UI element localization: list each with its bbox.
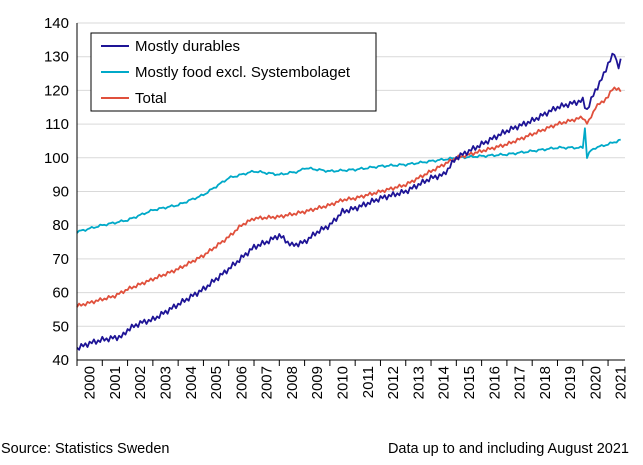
x-tick-label-2011: 2011 [360, 366, 377, 398]
axes [76, 23, 625, 366]
series-line-total [76, 86, 622, 308]
x-axis-tick-labels: 2000 2001 2002 2003 2004 2005 2006 2007 2008 2009… [82, 366, 630, 399]
x-tick-label-2016: 2016 [486, 366, 503, 399]
x-tick-label-2003: 2003 [158, 366, 175, 399]
legend-label-total: Total [135, 90, 167, 107]
x-tick-label-2009: 2009 [309, 366, 326, 399]
x-tick-label-2018: 2018 [537, 366, 554, 399]
series-line-mostly-durables [76, 52, 622, 351]
x-tick-label-2010: 2010 [335, 366, 352, 399]
y-tick-label-140: 140 [44, 15, 69, 32]
x-tick-label-2017: 2017 [512, 366, 529, 399]
y-tick-label-110: 110 [45, 116, 69, 133]
x-tick-label-2015: 2015 [461, 366, 478, 399]
y-tick-label-90: 90 [52, 184, 69, 201]
x-tick-label-2013: 2013 [410, 366, 427, 399]
y-tick-label-100: 100 [44, 150, 69, 167]
x-tick-label-2000: 2000 [82, 366, 99, 399]
line-chart: 40 50 60 70 80 90 100 110 120 130 140 2000 2001 2002… [44, 15, 630, 399]
x-tick-label-2004: 2004 [183, 366, 200, 399]
x-tick-label-2012: 2012 [385, 366, 402, 399]
y-tick-label-130: 130 [44, 49, 69, 66]
y-tick-label-120: 120 [44, 82, 69, 99]
source-note: Source: Statistics Sweden [1, 441, 170, 457]
x-tick-label-2020: 2020 [587, 366, 604, 399]
legend-label-mostly-food: Mostly food excl. Systembolaget [135, 64, 351, 81]
series-layer [76, 52, 622, 351]
x-tick-label-2014: 2014 [436, 366, 453, 399]
x-tick-label-2007: 2007 [259, 366, 276, 399]
series-line-mostly-food-excl-systembolaget [76, 127, 621, 234]
data-coverage-note: Data up to and including August 2021 [387, 441, 629, 457]
y-tick-label-70: 70 [52, 251, 69, 268]
y-tick-label-40: 40 [52, 352, 69, 369]
y-tick-label-60: 60 [52, 285, 69, 302]
x-tick-label-2008: 2008 [284, 366, 301, 399]
x-tick-label-2006: 2006 [233, 366, 250, 399]
legend: Mostly durables Mostly food excl. System… [90, 32, 377, 112]
x-tick-label-2019: 2019 [562, 366, 579, 399]
y-axis-tick-labels: 40 50 60 70 80 90 100 110 120 130 140 [44, 15, 69, 369]
x-tick-label-2001: 2001 [107, 366, 124, 399]
x-tick-label-2005: 2005 [208, 366, 225, 399]
x-tick-label-2002: 2002 [132, 366, 149, 399]
legend-label-mostly-durables: Mostly durables [135, 38, 240, 55]
y-tick-label-50: 50 [52, 318, 69, 335]
x-tick-label-2021: 2021 [613, 366, 630, 399]
legend-box [90, 32, 377, 112]
y-tick-label-80: 80 [52, 217, 69, 234]
